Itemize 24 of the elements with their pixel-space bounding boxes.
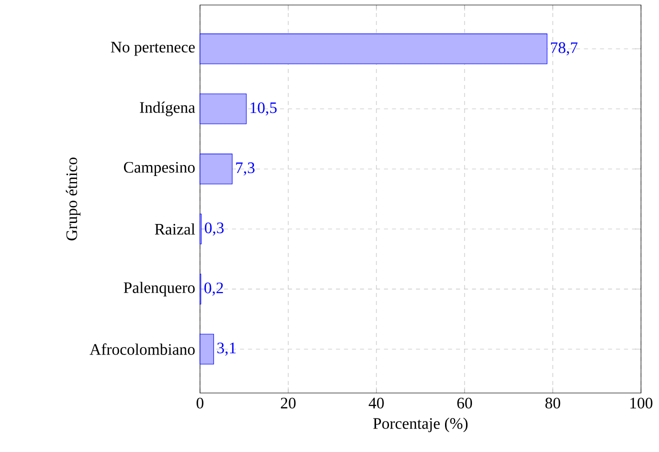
y-tick-label: Campesino xyxy=(124,162,195,176)
data-label: 0,3 xyxy=(204,222,224,236)
x-tick-label: 100 xyxy=(630,398,652,408)
data-label: 7,3 xyxy=(236,162,255,176)
bar xyxy=(200,94,247,124)
data-label: 3,1 xyxy=(217,342,236,356)
x-tick-label: 80 xyxy=(545,398,560,408)
y-tick-label: No pertenece xyxy=(110,42,195,56)
y-tick-label: Indígena xyxy=(140,102,196,116)
x-tick-label: 0 xyxy=(196,398,204,408)
x-tick-label: 60 xyxy=(457,398,472,408)
y-tick-label: Afrocolombiano xyxy=(90,343,195,355)
data-label: 78,7 xyxy=(551,42,578,56)
data-label: 0,2 xyxy=(204,282,223,296)
x-tick-label: 40 xyxy=(368,398,384,408)
bar xyxy=(200,34,548,64)
x-tick-label: 20 xyxy=(280,398,296,408)
y-tick-label: Palenquero xyxy=(124,282,195,296)
data-label: 10,5 xyxy=(250,102,277,116)
y-axis-title: Grupo étnico xyxy=(66,158,80,240)
bar xyxy=(200,334,214,364)
bar xyxy=(200,154,232,184)
y-tick-label: Raizal xyxy=(154,223,195,235)
x-axis-title: Porcentaje (%) xyxy=(373,418,468,432)
